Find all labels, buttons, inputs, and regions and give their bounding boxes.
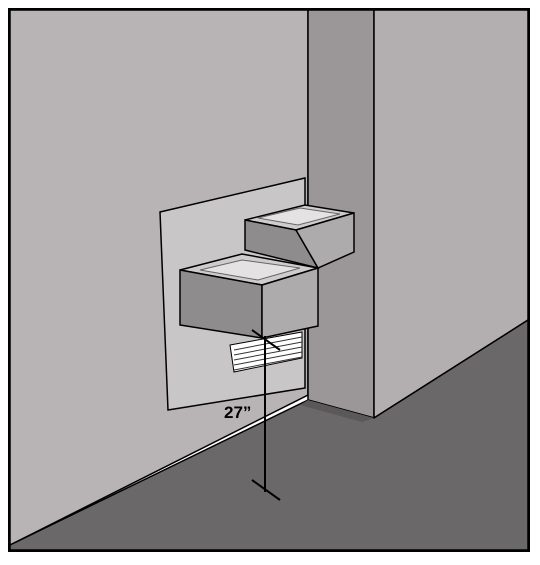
dimension-label: 27” — [224, 403, 251, 422]
dimension-tick-bottom — [251, 479, 281, 501]
upper-fountain-basin — [257, 207, 341, 226]
height-dimension: 27” — [224, 329, 281, 501]
lower-fountain-side — [261, 266, 319, 339]
upper-fountain-side — [294, 211, 355, 269]
lower-fountain-basin — [199, 259, 301, 281]
upper-drinking-fountain — [244, 204, 355, 270]
dimension-tick-top — [251, 329, 281, 351]
lower-drinking-fountain — [179, 253, 319, 339]
column-base-shadow — [300, 400, 374, 422]
